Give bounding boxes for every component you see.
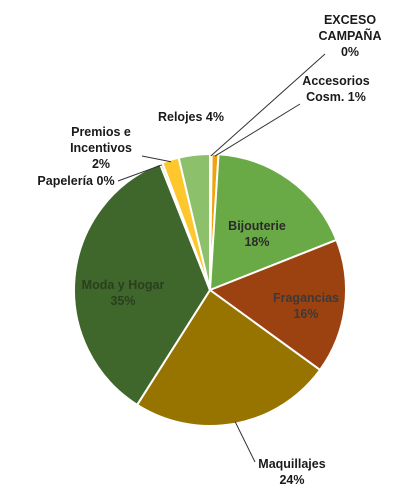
pie-slice-maquillajes <box>135 288 322 427</box>
leader-line-accesorios-cosm <box>214 103 301 157</box>
data-label-fragancias: Fragancias 16% <box>273 291 339 321</box>
pie-slice-relojes <box>177 152 211 291</box>
data-label-moda-y-hogar: Moda y Hogar 35% <box>82 278 165 308</box>
data-label-maquillajes: Maquillajes 24% <box>258 457 325 487</box>
data-label-accesorios-cosm: Accesorios Cosm. 1% <box>302 74 369 104</box>
leader-line-maquillajes <box>234 421 256 463</box>
data-label-exceso-campana: EXCESO CAMPAÑA 0% <box>319 13 382 59</box>
data-label-bijouterie: Bijouterie 18% <box>228 219 286 249</box>
pie-slice-bijouterie <box>208 153 338 292</box>
leader-lines <box>117 53 326 463</box>
data-label-papeleria: Papelería 0% <box>37 174 114 188</box>
leader-line-papeleria <box>117 164 163 182</box>
leader-line-premios-e-incentivos <box>141 155 172 163</box>
pie-slice-fragancias <box>207 238 347 372</box>
pie-slices <box>73 152 347 427</box>
data-label-relojes: Relojes 4% <box>158 110 224 124</box>
pie-slice-moda-y-hogar <box>73 162 212 407</box>
data-label-premios-e-incentivos: Premios e Incentivos 2% <box>70 125 132 171</box>
leader-line-exceso-campana <box>210 53 326 157</box>
data-labels: EXCESO CAMPAÑA 0% Accesorios Cosm. 1% Bijoute… <box>37 13 381 487</box>
